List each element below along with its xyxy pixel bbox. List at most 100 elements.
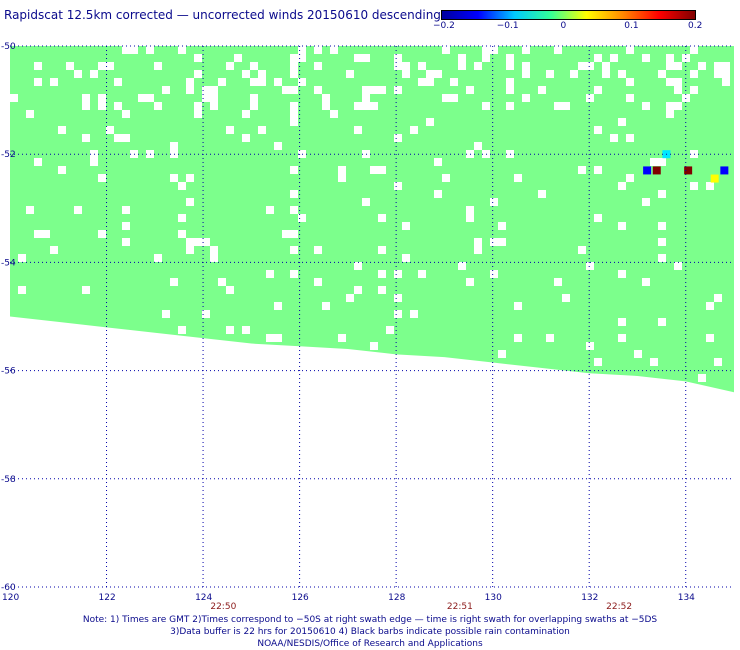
data-gap (714, 70, 722, 78)
data-gap (562, 294, 570, 302)
data-gap (362, 94, 370, 102)
data-gap (666, 62, 674, 70)
data-gap (362, 102, 370, 110)
data-gap (594, 86, 602, 94)
data-gap (394, 294, 402, 302)
latitude-tick-label: -50 (1, 42, 16, 52)
data-gap (26, 110, 34, 118)
data-gap (322, 102, 330, 110)
swath-time-label: 22:52 (606, 602, 632, 610)
data-gap (370, 166, 378, 174)
data-gap (442, 174, 450, 182)
longitude-tick-label: 130 (485, 593, 502, 603)
data-gap (642, 278, 650, 286)
data-gap (26, 206, 34, 214)
data-gap (586, 62, 594, 70)
data-gap (618, 270, 626, 278)
latitude-tick-label: -56 (1, 367, 16, 377)
data-gap (458, 62, 466, 70)
data-gap (394, 134, 402, 142)
colorbar (441, 10, 696, 20)
data-gap (290, 246, 298, 254)
data-gap (370, 102, 378, 110)
longitude-tick-label: 134 (678, 593, 695, 603)
data-gap (394, 182, 402, 190)
data-gap (626, 134, 634, 142)
data-gap (578, 246, 586, 254)
data-gap (618, 182, 626, 190)
data-gap (522, 46, 530, 54)
data-gap (290, 190, 298, 198)
data-gap (594, 126, 602, 134)
latitude-tick-label: -60 (1, 583, 16, 593)
data-gap (418, 62, 426, 70)
data-gap (642, 198, 650, 206)
data-gap (34, 62, 42, 70)
difference-cell (652, 166, 661, 175)
swath-time-label: 22:50 (210, 602, 236, 610)
data-gap (290, 118, 298, 126)
data-gap (218, 278, 226, 286)
data-gap (186, 78, 194, 86)
data-gap (34, 230, 42, 238)
data-gap (282, 86, 290, 94)
data-gap (298, 78, 306, 86)
data-gap (290, 270, 298, 278)
data-gap (634, 350, 642, 358)
data-gap (674, 78, 682, 86)
data-gap (378, 270, 386, 278)
difference-cell (720, 166, 729, 175)
data-gap (18, 286, 26, 294)
chart-title: Rapidscat 12.5km corrected — uncorrected… (4, 8, 441, 22)
data-gap (626, 46, 634, 54)
data-gap (442, 46, 450, 54)
data-gap (642, 102, 650, 110)
data-gap (266, 206, 274, 214)
data-gap (242, 70, 250, 78)
data-gap (610, 54, 618, 62)
data-gap (90, 70, 98, 78)
data-gap (378, 286, 386, 294)
data-gap (298, 46, 306, 54)
footnote-line-1: Note: 1) Times are GMT 2)Times correspon… (82, 615, 658, 625)
data-gap (714, 294, 722, 302)
data-gap (250, 62, 258, 70)
data-gap (378, 214, 386, 222)
data-gap (658, 254, 666, 262)
data-gap (274, 334, 282, 342)
data-gap (314, 278, 322, 286)
data-gap (186, 86, 194, 94)
data-gap (514, 302, 522, 310)
data-gap (354, 126, 362, 134)
data-gap (706, 302, 714, 310)
data-gap (98, 174, 106, 182)
data-gap (394, 54, 402, 62)
data-gap (114, 134, 122, 142)
data-gap (618, 70, 626, 78)
data-gap (362, 198, 370, 206)
data-gap (258, 70, 266, 78)
data-gap (554, 102, 562, 110)
data-gap (474, 62, 482, 70)
data-gap (58, 126, 66, 134)
data-gap (674, 102, 682, 110)
data-gap (290, 230, 298, 238)
data-gap (402, 254, 410, 262)
data-gap (506, 86, 514, 94)
data-gap (66, 62, 74, 70)
data-gap (618, 334, 626, 342)
data-gap (338, 334, 346, 342)
data-gap (362, 54, 370, 62)
data-gap (210, 102, 218, 110)
data-gap (314, 62, 322, 70)
data-gap (258, 126, 266, 134)
data-gap (18, 254, 26, 262)
difference-cell (684, 166, 693, 175)
latitude-tick-label: -58 (1, 475, 16, 485)
data-gap (354, 286, 362, 294)
data-gap (466, 214, 474, 222)
data-gap (82, 94, 90, 102)
colorbar-tick-label: 0 (560, 21, 567, 31)
data-gap (330, 46, 338, 54)
data-gap (202, 238, 210, 246)
